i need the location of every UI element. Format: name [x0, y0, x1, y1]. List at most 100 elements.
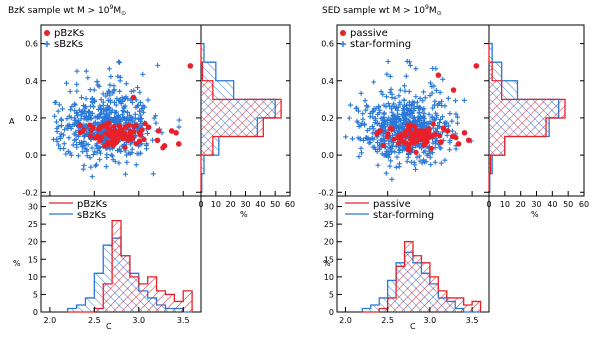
hist-a-plot: 0 10 20 30 40 50 60 [198, 24, 295, 209]
blue-point [356, 154, 362, 160]
blue-point [358, 90, 364, 96]
blue-point [355, 108, 361, 114]
blue-point [112, 110, 118, 116]
blue-point [380, 118, 386, 124]
blue-point [97, 157, 103, 163]
hist-c-ytick-label: 30 [324, 203, 334, 212]
blue-point [74, 81, 80, 87]
hist-c-ytick-label: 15 [28, 255, 38, 264]
red-point [116, 128, 123, 134]
hist-a-xtick-label: 20 [226, 200, 236, 209]
blue-point [107, 146, 113, 152]
red-hist-a-series [200, 43, 282, 193]
blue-point [72, 102, 78, 108]
hist-a-bar [489, 155, 491, 174]
red-point [161, 143, 168, 149]
blue-point [445, 95, 451, 101]
blue-point [442, 103, 448, 109]
blue-point [390, 103, 396, 109]
blue-point [372, 115, 378, 121]
hist-c-bar [94, 308, 104, 312]
red-point [473, 63, 480, 69]
blue-point [54, 126, 60, 132]
red-point [406, 147, 413, 153]
blue-point [434, 112, 440, 118]
hist-c-bar [183, 290, 193, 312]
blue-point [101, 117, 107, 123]
blue-point [137, 112, 143, 118]
blue-point [358, 145, 364, 151]
blue-point [440, 76, 446, 82]
red-point [450, 87, 457, 93]
blue-point [378, 89, 384, 95]
blue-point [430, 140, 436, 146]
blue-point [447, 147, 453, 153]
hist-c-bar [85, 297, 95, 312]
hist-c-bar [362, 308, 371, 312]
blue-point [128, 97, 134, 103]
hist-c-ylabel: % [13, 259, 21, 268]
blue-point [417, 121, 423, 127]
hist-c-bar [156, 290, 166, 312]
blue-point [54, 138, 60, 144]
blue-point [373, 146, 379, 152]
blue-point [369, 123, 375, 129]
hist-c-bar [129, 276, 139, 312]
red-point [428, 145, 434, 151]
blue-point [145, 97, 151, 103]
red-point [130, 94, 137, 101]
blue-point [412, 162, 418, 168]
blue-point [395, 104, 401, 110]
red-point [87, 133, 94, 139]
red-point [403, 133, 409, 139]
blue-point [137, 99, 143, 105]
hist-c-xtick-label: 3.5 [177, 316, 190, 325]
blue-point [63, 80, 69, 86]
hist-c-bar [429, 276, 439, 312]
blue-point [407, 62, 413, 68]
hist-c-xtick-label: 3.0 [132, 316, 145, 325]
hist-c-bar [112, 220, 121, 312]
panel-title: SED sample wt M > 109M⊙ [322, 4, 442, 17]
hist-c-bar [387, 280, 397, 312]
blue-point [401, 115, 407, 121]
blue-point [116, 59, 122, 65]
blue-point [112, 158, 118, 164]
blue-point [422, 95, 428, 101]
blue-series [343, 58, 474, 182]
blue-point [420, 98, 426, 104]
blue-point [411, 159, 417, 165]
blue-point [438, 145, 444, 151]
hist-a-xtick-label: 50 [270, 200, 280, 209]
blue-point [123, 81, 129, 87]
blue-point [93, 142, 99, 148]
red-point [455, 141, 462, 147]
legend-label: pBzKs [54, 28, 84, 39]
scatter-ytick-label: -0.2 [318, 188, 334, 197]
blue-point [381, 110, 387, 116]
blue-point [404, 117, 410, 123]
blue-point [116, 160, 122, 166]
blue-point [97, 114, 103, 120]
hist-c-bar [463, 304, 473, 312]
red-point [380, 142, 386, 149]
blue-point [115, 114, 121, 120]
red-point [423, 131, 429, 137]
blue-point [371, 136, 377, 142]
blue-point [421, 149, 427, 155]
blue-point [382, 124, 388, 130]
blue-point [421, 123, 427, 129]
blue-point [414, 99, 420, 105]
red-point [377, 128, 383, 134]
blue-point [406, 89, 412, 95]
blue-point [461, 97, 467, 103]
blue-point [125, 96, 131, 102]
blue-point [385, 148, 391, 154]
red-point [118, 133, 124, 140]
blue-point [385, 58, 391, 64]
blue-point [58, 131, 64, 137]
blue-point [382, 127, 388, 133]
blue-point [360, 137, 366, 143]
